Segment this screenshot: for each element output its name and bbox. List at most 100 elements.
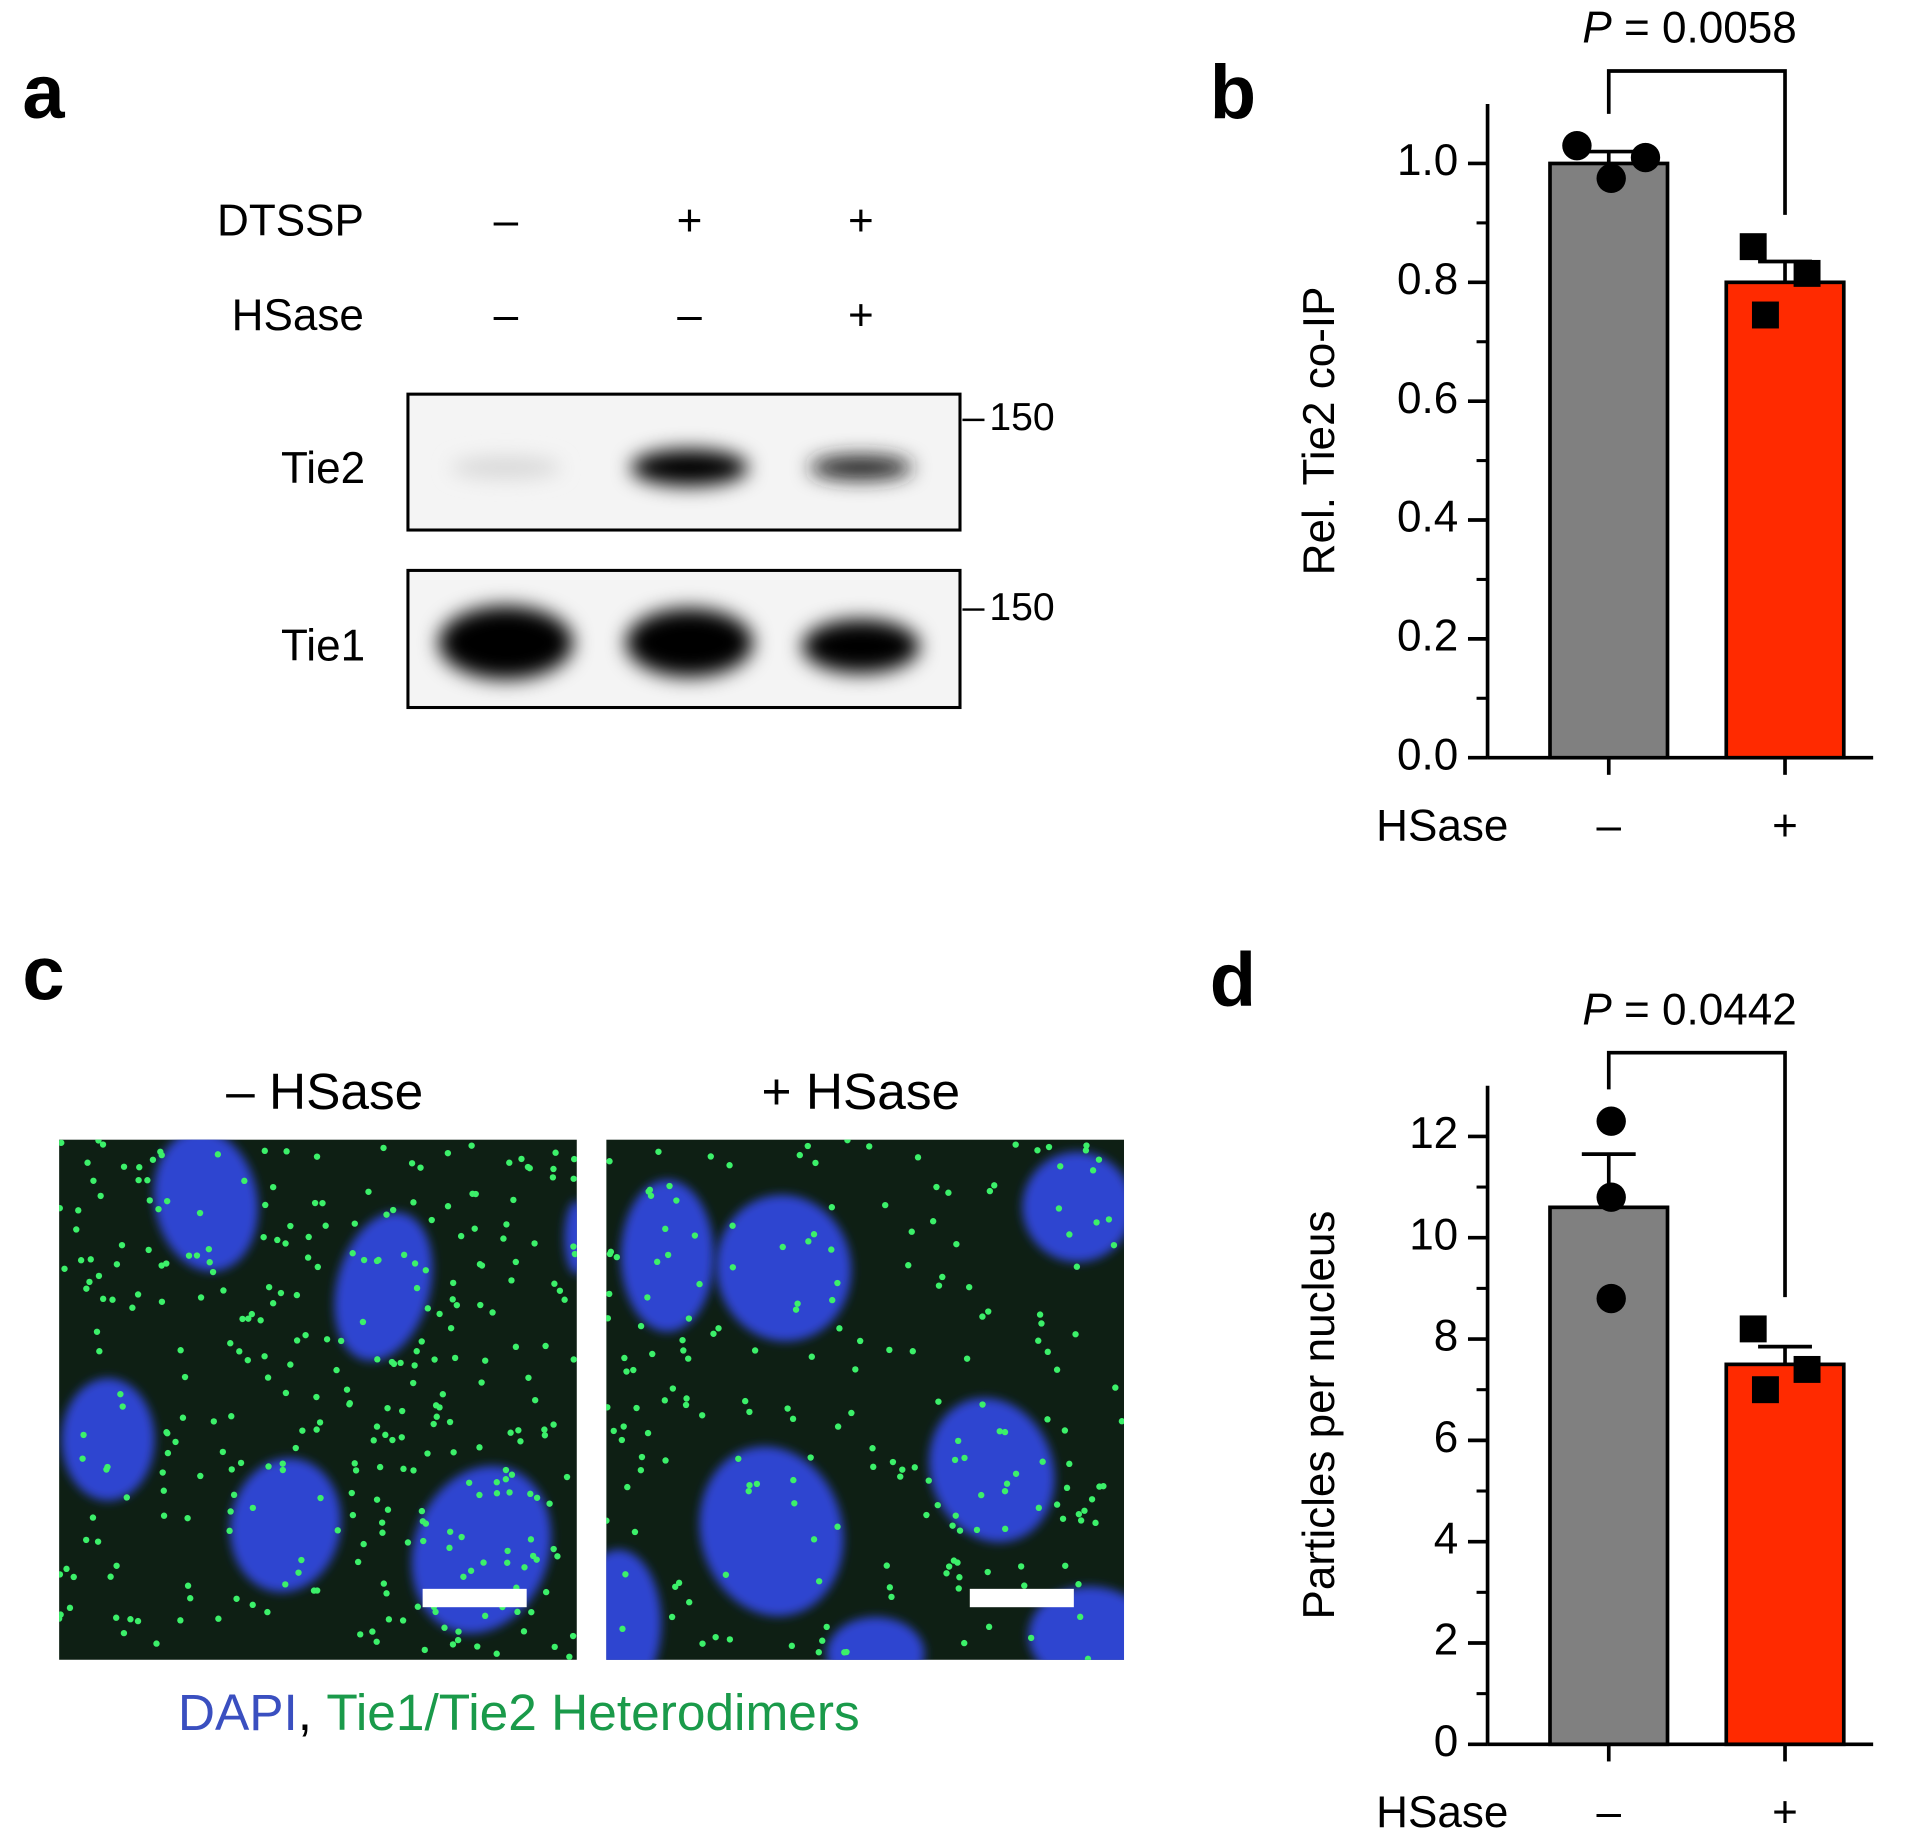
pla-dot [451,1354,459,1362]
pla-dot [449,1641,457,1648]
pla-dot [113,1614,120,1621]
pla-dot [450,1279,457,1287]
pla-dot [1088,1496,1096,1503]
pla-dot [117,1390,124,1398]
pla-dot [160,1487,167,1494]
pla-dot [569,1632,577,1640]
pla-dot [1062,1562,1069,1569]
y-tick-label: 8 [1434,1312,1459,1361]
pla-dot [472,1190,479,1198]
data-point [1739,1315,1767,1343]
pla-dot [911,1464,918,1471]
pla-dot [1063,1484,1071,1492]
pla-dot [418,1338,425,1345]
pla-dot [304,1254,312,1261]
pla-dot [404,1539,412,1546]
pla-dot [606,1517,610,1524]
nucleus [334,1212,433,1361]
pla-dot [794,1300,801,1307]
pla-dot [672,1583,679,1590]
pla-dot [606,1404,611,1411]
pla-dot [889,1458,897,1466]
pla-dot [965,1283,973,1291]
nucleus [716,1194,852,1342]
pla-dot [163,1197,171,1205]
pla-dot [298,1556,305,1564]
pla-dot [945,1189,952,1196]
p-value: = 0.0058 [1624,3,1797,52]
pla-dot [644,1429,652,1437]
pla-dot [1066,1231,1073,1238]
x-tick-label: + [1772,801,1798,850]
pla-dot [90,1177,97,1184]
pla-dot [477,1301,484,1309]
pla-dot [1095,1156,1103,1163]
pla-dot [316,1419,324,1426]
caption-dapi: DAPI [178,1683,298,1741]
pla-dot [638,1453,646,1461]
pla-dot [287,1361,294,1368]
pla-dot [956,1574,963,1581]
pla-dot [446,1418,454,1426]
bar [1724,1362,1846,1747]
pla-dot [549,1174,557,1181]
pla-dot [227,1340,234,1347]
pla-dot [815,1649,822,1656]
pla-dot [979,1401,986,1408]
nucleus [1022,1151,1125,1262]
data-point [1596,163,1626,194]
pla-dot [637,1466,645,1474]
pla-dot [637,1322,645,1330]
nucleus [153,1139,259,1272]
pla-dot [541,1426,548,1433]
pla-dot [570,1243,577,1250]
pla-dot [527,1490,534,1498]
pla-dot [1066,1460,1073,1468]
conditions: – + + – – + [494,197,874,340]
pla-dot [293,1291,301,1299]
pla-dot [869,1445,876,1452]
pla-dot [379,1529,386,1536]
pla-dot [949,1522,956,1529]
pla-dot [552,1149,559,1156]
pla-dot [360,1540,367,1548]
pla-dot [458,1533,465,1541]
pla-dot [848,1409,855,1417]
pla-dot [80,1431,87,1439]
pla-dot [531,1396,539,1404]
pla-dot [96,1348,103,1355]
pla-dot [389,1206,397,1214]
pla-dot [206,1259,213,1266]
pla-dot [620,1423,627,1430]
pla-dot [237,1459,245,1467]
pla-dot [524,1163,532,1171]
pla-dot [784,1405,791,1412]
significance-bracket [1606,1050,1787,1298]
annotation: P = 0.0442 [1582,985,1796,1034]
pla-dot [378,1519,386,1526]
pla-dot [1003,1480,1011,1487]
pla-dot [83,1285,90,1292]
pla-dot [735,1455,742,1462]
pla-dot [63,1565,70,1573]
pla-dot [961,1454,968,1462]
pla-dot [1001,1487,1009,1495]
pla-dot [257,1317,264,1324]
pla-dot [447,1324,455,1332]
pla-dot [99,1141,107,1148]
pla-dot [899,1466,906,1473]
pla-dot [691,1232,699,1239]
pla-dot [502,1476,510,1483]
pla-dot [410,1199,417,1206]
pla-dot [1118,1418,1125,1425]
pla-dot [1055,1205,1063,1212]
p-value: = 0.0442 [1624,985,1797,1034]
pla-dot [351,1460,358,1467]
pla-dot [699,1412,706,1419]
pla-dot [155,1205,162,1213]
pla-dot [70,1573,77,1581]
p-symbol: P [1582,3,1612,52]
pla-dot [707,1153,714,1160]
pla-dot [633,1404,640,1412]
x-axis-label: HSase [1376,1788,1508,1837]
